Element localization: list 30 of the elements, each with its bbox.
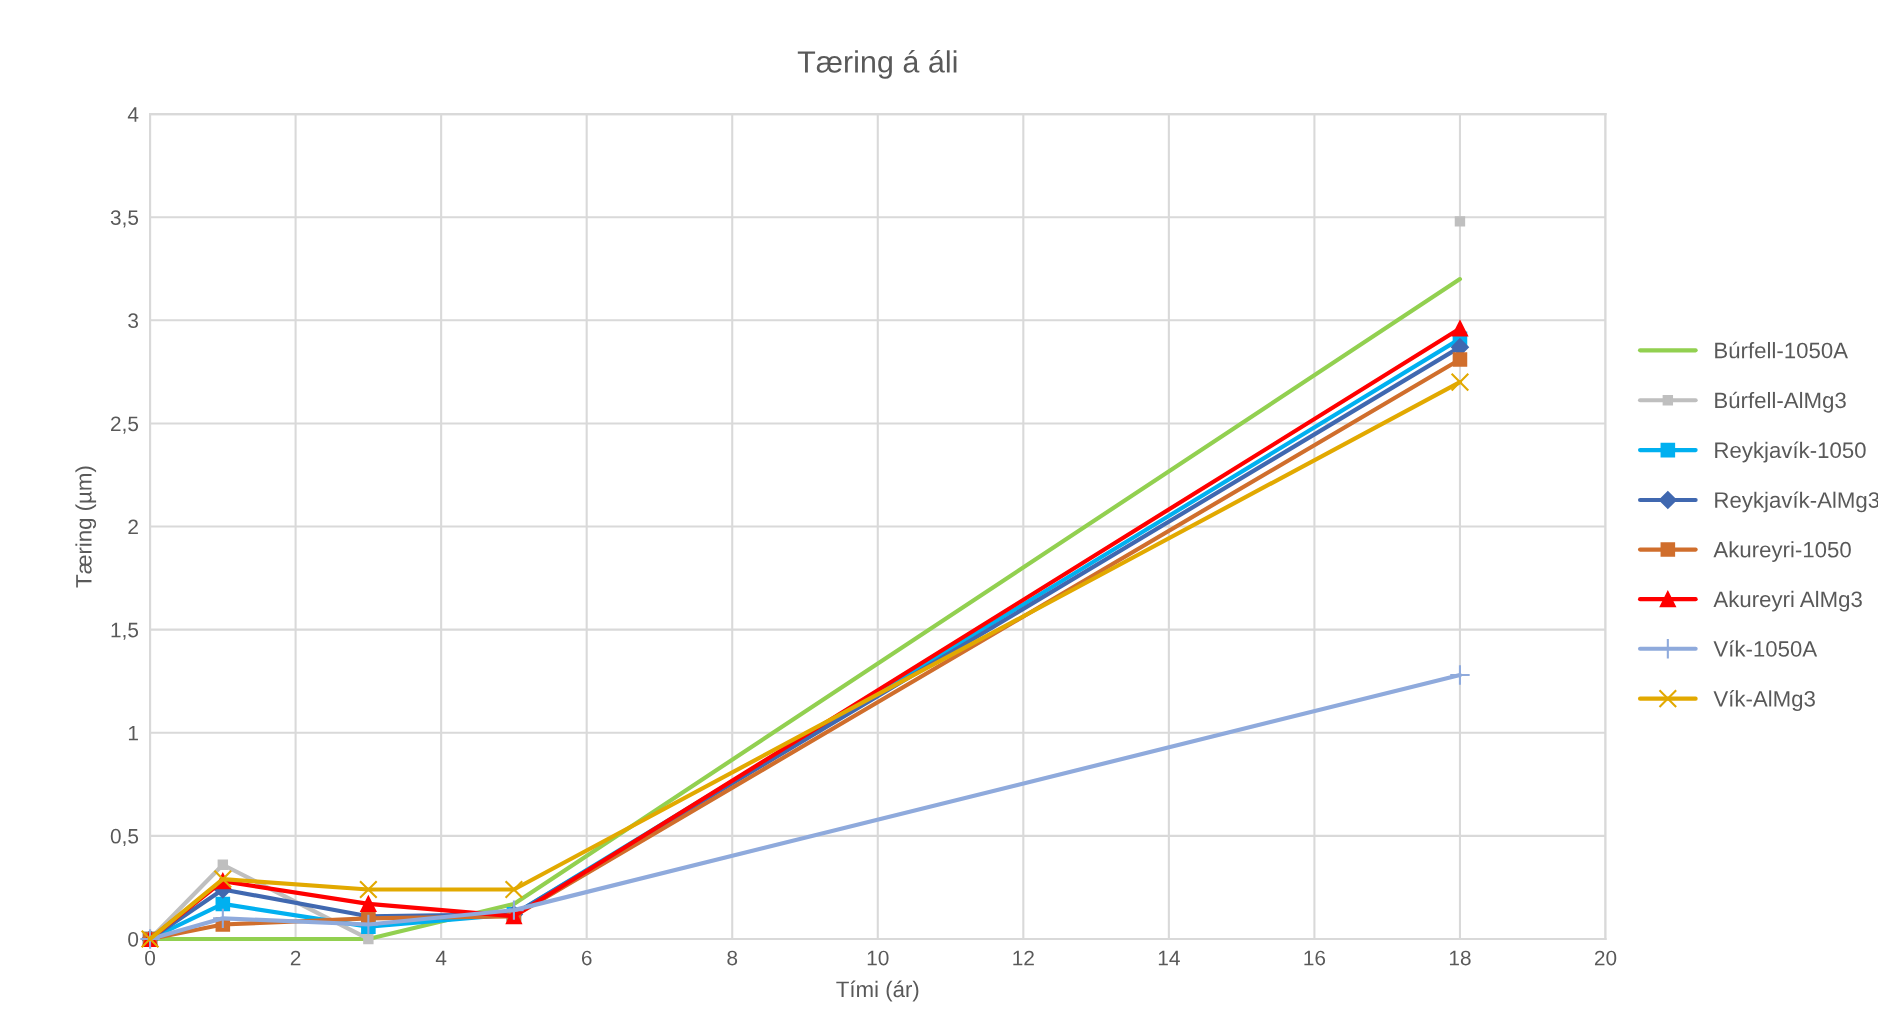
x-tick-label: 12 xyxy=(1013,950,1034,966)
legend-label: Vík-AlMg3 xyxy=(1713,690,1815,712)
legend-label: Akureyri-1050 xyxy=(1713,541,1851,562)
legend-label: Reykjavík-1050 xyxy=(1715,441,1866,463)
y-tick-label: 3,5 xyxy=(110,210,139,228)
x-tick-label: 8 xyxy=(727,950,738,966)
y-tick-label: 2 xyxy=(128,519,138,535)
x-tick-label: 14 xyxy=(1158,950,1180,966)
x-tick-label: 20 xyxy=(1594,950,1617,966)
legend-label: Vík-1050A xyxy=(1713,640,1818,657)
y-tick-label: 1 xyxy=(128,725,138,741)
y-tick-label: 4 xyxy=(127,107,139,122)
y-tick-label: 0,5 xyxy=(110,828,139,847)
x-tick-label: 0 xyxy=(145,950,156,966)
y-tick-label: 0 xyxy=(128,931,139,947)
x-tick-label: 6 xyxy=(581,950,592,966)
x-tick-label: 2 xyxy=(290,950,301,966)
legend-label: Búrfell-AlMg3 xyxy=(1715,391,1846,413)
y-tick-label: 3 xyxy=(128,313,139,329)
legend-label: Búrfell-1050A xyxy=(1715,341,1848,359)
x-tick-label: 4 xyxy=(435,950,447,966)
x-tick-label: 16 xyxy=(1304,950,1326,966)
chart-title: Tæring á áli xyxy=(797,49,957,79)
y-tick-label: 1,5 xyxy=(111,622,139,640)
y-tick-label: 2,5 xyxy=(111,416,139,434)
y-axis-title: Tæring (µm) xyxy=(75,466,97,588)
x-axis-title: Tími (ár) xyxy=(836,980,919,1002)
x-tick-label: 10 xyxy=(867,950,889,966)
legend-label: Akureyri AlMg3 xyxy=(1713,590,1862,612)
x-tick-label: 18 xyxy=(1449,950,1471,966)
